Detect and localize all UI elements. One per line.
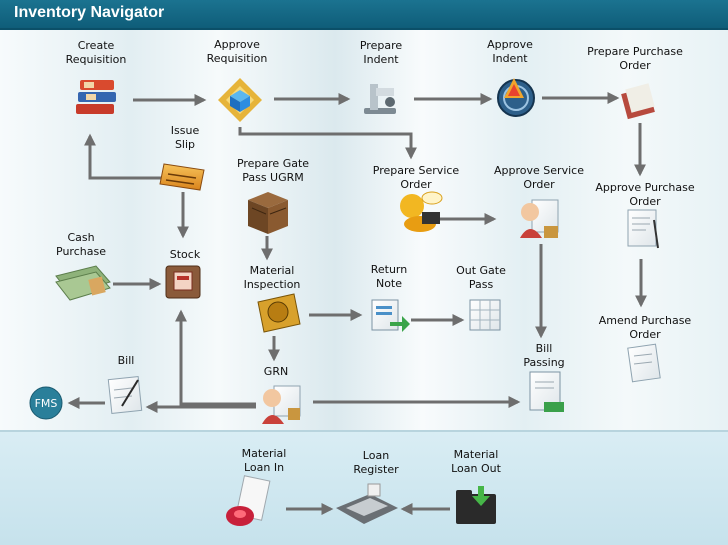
purchase-order-book-icon [621, 83, 655, 120]
node-out-gate-pass[interactable]: Out Gate Pass [421, 264, 541, 292]
approver-person-icon [520, 199, 559, 238]
node-loan-register[interactable]: Loan Register [316, 449, 436, 477]
cube-approval-icon [218, 78, 262, 122]
service-bot-icon [400, 191, 443, 232]
gate-pass-icon [469, 299, 501, 331]
app-title: Inventory Navigator [14, 4, 165, 21]
grn-person-icon [262, 385, 301, 424]
inspection-seal-icon [257, 293, 301, 333]
node-create-requisition[interactable]: Create Requisition [36, 39, 156, 67]
node-label: Material Inspection [243, 264, 301, 291]
node-label: Prepare Indent [359, 39, 403, 66]
mouse-device-icon [226, 475, 271, 526]
node-prepare-gate-pass[interactable]: Prepare Gate Pass UGRM [213, 157, 333, 185]
node-label: Approve Service Order [494, 164, 584, 191]
stock-box-icon [165, 265, 201, 299]
node-return-note[interactable]: Return Note [329, 263, 449, 291]
return-note-icon [371, 299, 410, 332]
connectors [67, 92, 647, 515]
node-label: Material Loan Out [451, 448, 501, 475]
node-label: GRN [263, 365, 289, 378]
title-bar: Inventory Navigator [0, 0, 728, 30]
arrow-issue-slip-to-create [84, 133, 164, 180]
node-bill[interactable]: Bill [66, 354, 186, 368]
node-prepare-purchase-order[interactable]: Prepare Purchase Order [575, 45, 695, 73]
node-label: Stock [169, 248, 201, 261]
arrow-approve-req-to-service-order [238, 127, 417, 160]
microscope-icon [364, 84, 396, 114]
node-grn[interactable]: GRN [216, 365, 336, 379]
node-approve-indent[interactable]: Approve Indent [450, 38, 570, 66]
node-label: Loan Register [353, 449, 399, 476]
cash-register-icon [336, 483, 398, 524]
node-label: Amend Purchase Order [598, 314, 692, 341]
node-label: Create Requisition [65, 39, 127, 66]
binders-icon [76, 80, 116, 114]
node-material-inspection[interactable]: Material Inspection [212, 264, 332, 292]
node-bill-passing[interactable]: Bill Passing [484, 342, 604, 370]
node-label: Approve Indent [487, 38, 533, 65]
node-label: Return Note [370, 263, 408, 290]
node-prepare-indent[interactable]: Prepare Indent [321, 39, 441, 67]
node-approve-purchase-order[interactable]: Approve Purchase Order [585, 181, 705, 209]
bill-passing-icon [529, 371, 564, 412]
node-material-loan-out[interactable]: Material Loan Out [416, 448, 536, 476]
node-label: Bill Passing [523, 342, 565, 369]
node-amend-purchase-order[interactable]: Amend Purchase Order [585, 314, 705, 342]
node-stock[interactable]: Stock [125, 248, 245, 262]
node-label: FMS [34, 397, 58, 410]
node-label: Material Loan In [241, 447, 287, 474]
node-label: Cash Purchase [56, 231, 106, 258]
loan-panel [0, 430, 728, 545]
node-label: Bill [117, 354, 135, 367]
node-label: Approve Purchase Order [595, 181, 695, 208]
node-fms[interactable]: FMS [0, 397, 106, 411]
node-approve-requisition[interactable]: Approve Requisition [177, 38, 297, 66]
node-label: Prepare Purchase Order [587, 45, 683, 72]
node-label: Approve Requisition [206, 38, 268, 65]
node-issue-slip[interactable]: Issue Slip [125, 124, 245, 152]
fms-node[interactable] [29, 386, 63, 420]
cash-stack-icon [55, 265, 111, 301]
node-label: Out Gate Pass [456, 264, 506, 291]
node-approve-service-order[interactable]: Approve Service Order [479, 164, 599, 192]
bill-icon [107, 375, 143, 415]
node-cash-purchase[interactable]: Cash Purchase [21, 231, 141, 259]
node-label: Issue Slip [170, 124, 200, 151]
node-material-loan-in[interactable]: Material Loan In [204, 447, 324, 475]
node-label: Prepare Service Order [372, 164, 460, 191]
issue-slip-icon [159, 163, 205, 191]
folder-download-icon [456, 486, 496, 524]
node-prepare-service-order[interactable]: Prepare Service Order [356, 164, 476, 192]
signed-document-icon [627, 209, 659, 249]
crate-icon [248, 192, 288, 234]
indent-approval-icon [497, 78, 535, 117]
node-label: Prepare Gate Pass UGRM [236, 157, 310, 184]
amend-document-icon [627, 343, 661, 383]
arrow-grn-to-stock [175, 309, 256, 406]
